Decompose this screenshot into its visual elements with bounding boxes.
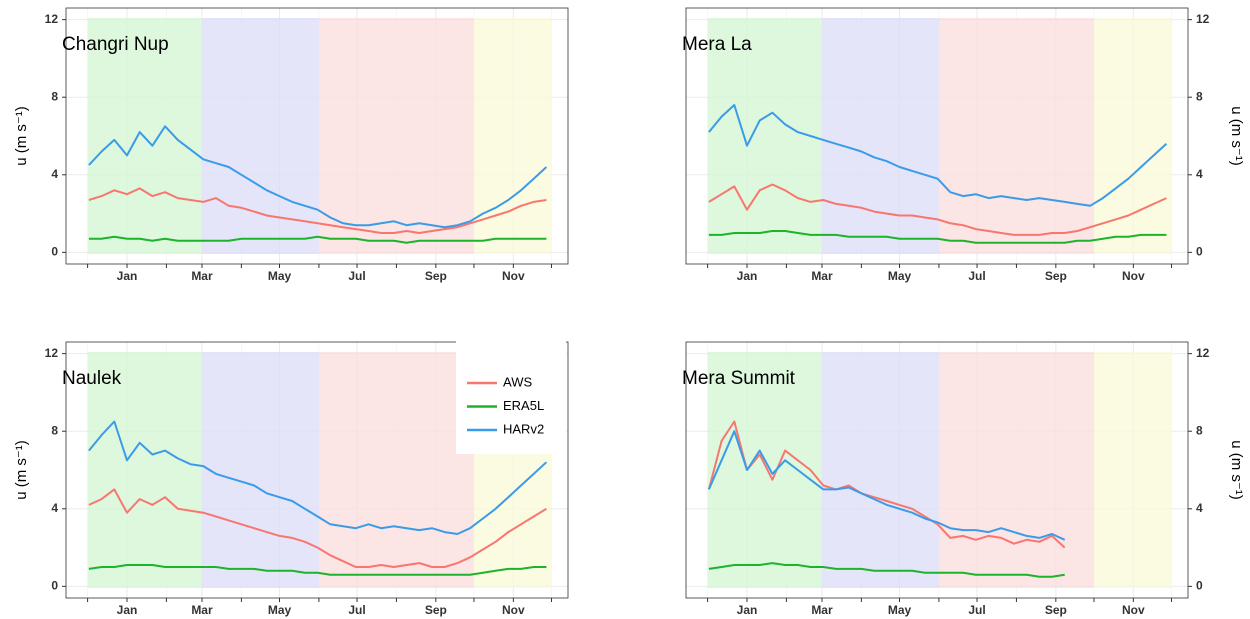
season-shading <box>1093 352 1172 588</box>
season-shading <box>87 352 202 588</box>
season-shading <box>707 18 822 254</box>
x-tick-label: Mar <box>811 269 833 283</box>
season-shading <box>707 352 822 588</box>
series-line <box>88 420 548 535</box>
series-line <box>88 187 547 234</box>
x-tick-label: Nov <box>502 603 525 617</box>
season-shading <box>821 18 939 254</box>
legend-label: HARv2 <box>503 421 544 436</box>
y-tick-label: 4 <box>1196 167 1203 181</box>
legend-box <box>456 340 566 454</box>
panel: Jan Mar May Jul Sep Nov 0 4 8 12 u (m s⁻¹) Mera Sum… <box>682 341 1245 617</box>
x-tick-label: May <box>268 603 292 617</box>
x-tick-label: Jan <box>737 603 758 617</box>
season-shading <box>473 18 552 254</box>
series-line <box>88 235 547 244</box>
y-tick-label: 12 <box>1196 346 1210 360</box>
x-tick-label: Jul <box>968 269 985 283</box>
x-tick-label: Sep <box>425 269 447 283</box>
x-tick-label: May <box>888 603 912 617</box>
season-shading <box>938 18 1094 254</box>
y-axis-label: u (m s⁻¹) <box>1228 106 1245 166</box>
y-axis-label: u (m s⁻¹) <box>1228 440 1245 500</box>
x-tick-label: Mar <box>811 603 833 617</box>
season-shading <box>201 352 319 588</box>
plot-border <box>65 7 569 265</box>
y-tick-label: 8 <box>51 89 58 103</box>
y-axis-label: u (m s⁻¹) <box>13 440 30 500</box>
y-tick-label: 0 <box>51 245 58 259</box>
y-tick-label: 8 <box>1196 423 1203 437</box>
panel: Jan Mar May Jul Sep Nov 0 4 8 12 u (m s⁻¹) Mera La <box>682 7 1245 283</box>
y-axis-label: u (m s⁻¹) <box>13 106 30 166</box>
plot-border <box>685 7 1189 265</box>
series-line <box>708 562 1065 578</box>
y-tick-label: 12 <box>45 346 59 360</box>
series-line <box>88 564 547 576</box>
x-tick-label: Jul <box>348 603 365 617</box>
y-tick-label: 4 <box>1196 501 1203 515</box>
x-tick-label: Nov <box>502 269 525 283</box>
x-tick-label: Nov <box>1122 603 1145 617</box>
y-tick-label: 12 <box>1196 12 1210 26</box>
panel-title: Mera La <box>682 34 752 55</box>
series-line <box>88 488 547 568</box>
x-tick-label: Sep <box>1045 269 1067 283</box>
x-tick-label: Mar <box>191 269 213 283</box>
x-tick-label: Jan <box>117 269 138 283</box>
x-tick-label: Mar <box>191 603 213 617</box>
series-line <box>88 125 548 229</box>
x-tick-label: Jul <box>348 269 365 283</box>
series-line <box>707 430 1066 541</box>
season-shading <box>201 18 319 254</box>
y-tick-label: 8 <box>1196 89 1203 103</box>
x-tick-label: Sep <box>425 603 447 617</box>
x-tick-label: Jan <box>117 603 138 617</box>
y-tick-label: 8 <box>51 423 58 437</box>
y-tick-label: 12 <box>45 12 59 26</box>
panel: Jan Mar May Jul Sep Nov 0 4 8 12 u (m s⁻¹) Naulek AW… <box>13 340 569 617</box>
x-tick-label: May <box>268 269 292 283</box>
x-tick-label: May <box>888 269 912 283</box>
series-line <box>708 230 1167 244</box>
plot-border <box>65 341 569 599</box>
y-tick-label: 0 <box>1196 579 1203 593</box>
season-shading <box>821 352 939 588</box>
season-shading <box>87 18 202 254</box>
legend-label: AWS <box>503 374 532 389</box>
x-tick-label: Jan <box>737 269 758 283</box>
y-tick-label: 4 <box>51 501 58 515</box>
y-tick-label: 0 <box>1196 245 1203 259</box>
series-line <box>708 183 1167 236</box>
y-tick-label: 4 <box>51 167 58 181</box>
panel-title: Changri Nup <box>62 34 169 55</box>
series-line <box>708 104 1168 207</box>
panel-title: Mera Summit <box>682 368 796 389</box>
x-tick-label: Jul <box>968 603 985 617</box>
y-tick-label: 0 <box>51 579 58 593</box>
panel-title: Naulek <box>62 368 122 389</box>
plot-border <box>685 341 1189 599</box>
x-tick-label: Sep <box>1045 603 1067 617</box>
season-shading <box>938 352 1094 588</box>
series-line <box>707 420 1066 549</box>
season-shading <box>318 352 474 588</box>
legend-label: ERA5L <box>503 398 544 413</box>
season-shading <box>318 18 474 254</box>
x-tick-label: Nov <box>1122 269 1145 283</box>
season-shading <box>1093 18 1172 254</box>
panel: Jan Mar May Jul Sep Nov 0 4 8 12 u (m s⁻¹) Changri … <box>13 7 569 283</box>
